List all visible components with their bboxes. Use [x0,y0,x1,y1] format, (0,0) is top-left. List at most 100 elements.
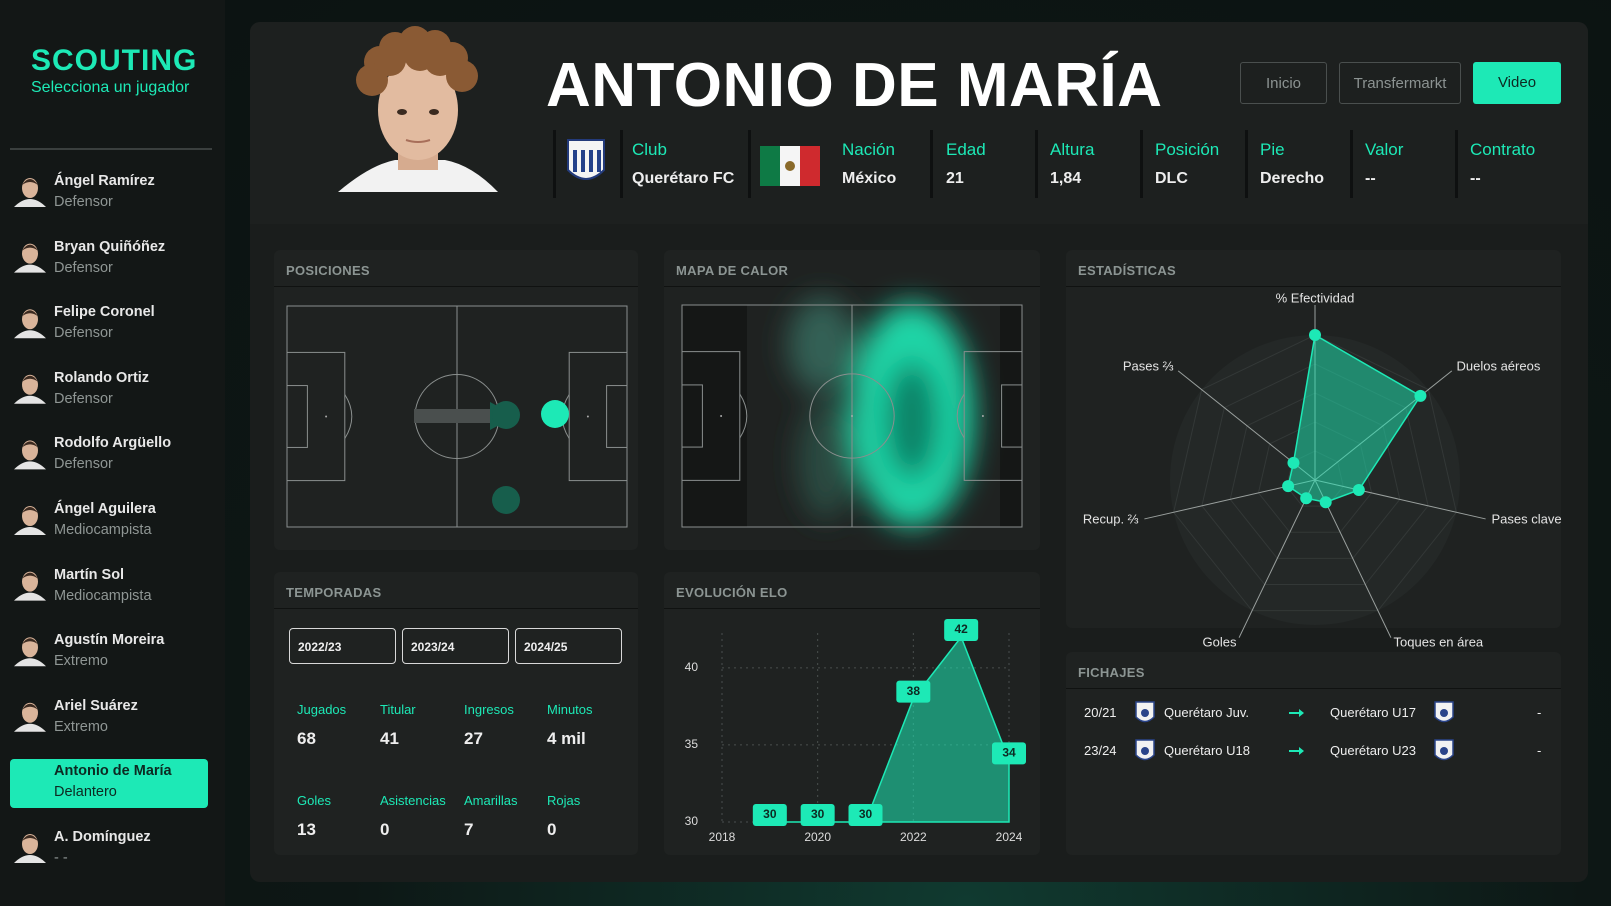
player-position[interactable]: Defensor [54,325,113,342]
transfer-season: 23/24 [1084,743,1117,758]
info-label: Club [632,140,667,159]
avatar-hair [22,441,38,448]
radar-axis-label: Pases ⅔ [1123,359,1174,374]
player-name[interactable]: Martín Sol [54,566,125,583]
player-position[interactable]: Defensor [54,390,113,407]
player-position[interactable]: Extremo [54,653,108,670]
avatar-shirt [14,592,46,601]
transfer-to: Querétaro U17 [1330,705,1416,720]
season-button[interactable]: 2023/24 [402,628,509,664]
card-title: EVOLUCIÓN ELO [676,585,788,600]
info-value: -- [1365,170,1376,187]
card-divider [274,286,638,287]
team-crest-emblem [1141,709,1149,717]
data-label-box [752,804,787,826]
player-position[interactable]: Extremo [54,718,108,735]
goal-box [681,384,703,448]
stat-label: Goles [297,793,331,808]
avatar-hair [22,638,38,645]
radar-axis-label: Pases clave [1491,512,1561,527]
transfer-arrow-head [1299,709,1304,717]
data-label-box [800,804,835,826]
radar-ring [1173,334,1457,612]
penalty-spot [325,415,328,418]
stat-value: 0 [380,820,390,839]
avatar-shirt [14,330,46,339]
card-title: TEMPORADAS [286,585,382,600]
avatar-hair [22,703,38,710]
crest-stripe [573,150,577,172]
info-label: Edad [946,140,986,159]
player-name[interactable]: Ángel Ramírez [54,173,155,189]
radar-axis-label: Recup. ⅔ [1083,512,1139,527]
info-separator [1350,130,1353,198]
player-position[interactable]: Defensor [54,194,113,210]
player-position[interactable]: Defensor [54,456,113,473]
avatar-face [22,243,38,264]
season-button[interactable]: 2024/25 [515,628,622,664]
info-label: Posición [1155,140,1220,159]
photo-eye [429,109,439,115]
card-title: MAPA DE CALOR [676,263,789,278]
x-tick-label: 2018 [709,830,736,844]
goal-box [606,385,628,448]
player-position[interactable]: Defensor [54,259,113,276]
data-label: 34 [1002,746,1016,760]
pitch-center-circle [809,373,895,459]
data-label: 30 [811,807,825,821]
transfer-to: Querétaro U23 [1330,743,1416,758]
header-button[interactable]: Transfermarkt [1339,62,1461,104]
player-position[interactable]: Delantero [54,784,117,801]
team-crest-emblem [1141,747,1149,755]
goal-box [286,385,308,448]
movement-arrow [414,409,494,423]
player-name[interactable]: Ariel Suárez [54,697,138,714]
avatar-shirt [14,395,46,404]
radar-point [1319,496,1332,509]
info-separator [748,130,751,198]
header-button[interactable]: Inicio [1240,62,1327,104]
stat-value: 0 [547,820,557,839]
player-name[interactable]: A. Domínguez [54,829,151,845]
penalty-spot [720,415,723,417]
stat-value: 4 mil [547,729,586,748]
avatar-hair [22,244,38,251]
player-name[interactable]: Ángel Aguilera [54,501,156,517]
card-title: POSICIONES [286,263,370,278]
photo-mouth [405,139,431,143]
header-button[interactable]: Video [1473,62,1561,104]
info-separator [1140,130,1143,198]
photo-shirt [338,160,498,192]
player-position[interactable]: - - [54,850,68,866]
info-value: México [842,170,897,187]
player-position[interactable]: Mediocampista [54,587,152,604]
radar-axis-label: Duelos aéreos [1457,359,1541,374]
data-label: 30 [859,807,873,821]
info-separator [620,130,623,198]
crest-stripe [589,150,593,172]
player-name[interactable]: Rolando Ortiz [54,369,150,386]
penalty-arc [739,393,748,439]
avatar-hair [22,310,38,317]
y-tick-label: 35 [685,737,699,751]
avatar-hair [22,507,38,513]
player-name[interactable]: Agustín Moreira [54,632,165,649]
stat-value: 13 [297,820,316,839]
heat-layer [788,297,974,527]
stat-label: Jugados [297,702,347,717]
player-name[interactable]: Felipe Coronel [54,304,155,321]
y-tick-label: 30 [685,814,699,828]
stat-label: Rojas [547,793,581,808]
player-name[interactable]: Rodolfo Argüello [54,435,172,452]
player-name[interactable]: Antonio de María [54,763,172,780]
player-name[interactable]: Bryan Quiñóñez [54,238,166,255]
goal-box [1001,384,1023,448]
radar-ring [1201,363,1429,586]
season-button[interactable]: 2022/23 [289,628,396,664]
flag-emblem [785,161,795,171]
player-position[interactable]: Mediocampista [54,522,152,538]
elo-area [769,635,1010,823]
avatar-shirt [14,658,46,667]
